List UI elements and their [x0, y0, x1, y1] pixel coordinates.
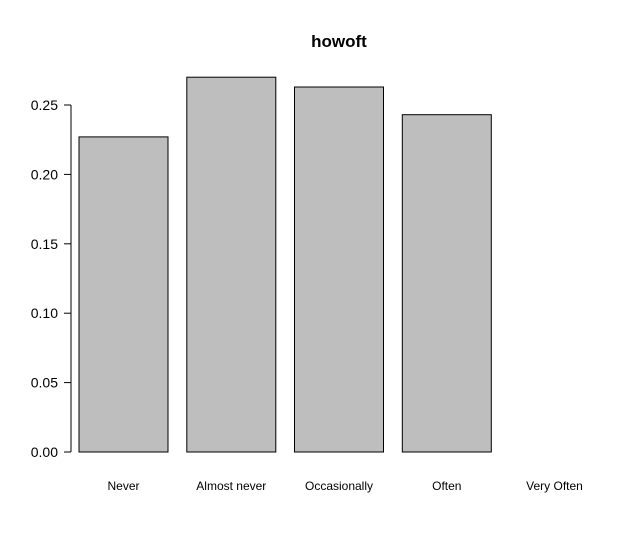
y-tick-label: 0.00 [31, 444, 58, 460]
x-tick-label: Almost never [196, 479, 266, 493]
y-tick-label: 0.20 [31, 166, 58, 182]
x-tick-label: Never [107, 479, 139, 493]
bar-almost-never [186, 76, 277, 453]
bar-often [401, 114, 492, 453]
x-tick-label: Occasionally [305, 479, 373, 493]
bar-occasionally [294, 86, 384, 453]
y-tick-label: 0.25 [31, 97, 58, 113]
chart-title: howoft [311, 32, 367, 51]
x-tick-label: Often [432, 479, 461, 493]
y-axis: 0.00 0.05 0.10 0.15 0.20 0.25 [31, 97, 72, 460]
bars-group [78, 76, 492, 453]
x-tick-label: Very Often [526, 479, 583, 493]
bar-never [78, 136, 169, 453]
y-tick-label: 0.10 [31, 305, 58, 321]
x-axis-labels: Never Almost never Occasionally Often Very O… [107, 479, 582, 493]
y-tick-label: 0.05 [31, 375, 58, 391]
y-tick-label: 0.15 [31, 236, 58, 252]
